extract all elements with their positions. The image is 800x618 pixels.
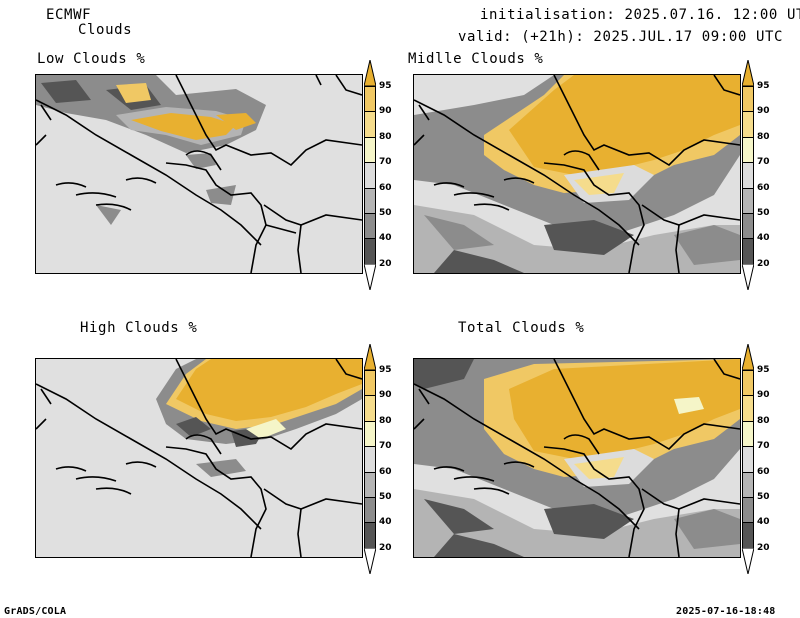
valid-time: valid: (+21h): 2025.JUL.17 09:00 UTC: [458, 29, 784, 45]
cloud-field-high: [156, 359, 362, 477]
colorbar-segment: [742, 162, 754, 188]
colorbar-segment: [364, 497, 376, 523]
colorbar-label: 60: [757, 466, 770, 477]
colorbar-segment: [742, 395, 754, 421]
colorbar-high: 20 40 50 60 70 80 90 95: [364, 344, 392, 574]
colorbar-label: 40: [757, 517, 770, 528]
coastline-borders-middle: [414, 75, 740, 273]
colorbar-label: 70: [757, 157, 770, 168]
coastline-borders-high: [36, 359, 362, 557]
colorbar-label: 80: [379, 415, 392, 426]
colorbar-segment: [742, 111, 754, 137]
colorbar-label: 80: [757, 415, 770, 426]
colorbar-segment: [364, 370, 376, 396]
colorbar-bottom-arrow: [742, 547, 754, 574]
colorbar-label: 20: [757, 542, 770, 553]
product-name: Clouds: [78, 22, 133, 38]
colorbar-label: 60: [379, 466, 392, 477]
colorbar-label: 50: [757, 492, 770, 502]
colorbar-label: 95: [379, 365, 392, 375]
colorbar-label: 95: [757, 81, 770, 91]
coastline-borders-low: [36, 75, 362, 273]
colorbar-label: 95: [757, 365, 770, 375]
colorbar-segment: [742, 370, 754, 396]
colorbar-segment: [364, 111, 376, 137]
colorbar-bottom-arrow: [742, 263, 754, 290]
colorbar-top-arrow: [364, 344, 376, 370]
colorbar-bottom-arrow: [364, 263, 376, 290]
colorbar-segment: [364, 420, 376, 447]
map-panel-total: [413, 358, 741, 558]
colorbar-segment: [364, 213, 376, 239]
colorbar-label: 50: [379, 492, 392, 502]
colorbar-label: 70: [757, 441, 770, 452]
colorbar-label: 95: [379, 81, 392, 91]
colorbar-segment: [742, 420, 754, 447]
colorbar-label: 50: [757, 208, 770, 218]
colorbar-top-arrow: [742, 344, 754, 370]
colorbar-label: 60: [379, 182, 392, 193]
colorbar-label: 70: [379, 441, 392, 452]
map-panel-high: [35, 358, 363, 558]
colorbar-label: 80: [379, 131, 392, 142]
colorbar-label: 90: [379, 106, 392, 117]
colorbar-label: 20: [379, 258, 392, 269]
colorbar-label: 50: [379, 208, 392, 218]
colorbar-segment: [742, 497, 754, 523]
colorbar-segment: [364, 86, 376, 112]
colorbar-segment: [364, 471, 376, 497]
colorbar-segment: [364, 395, 376, 421]
colorbar-segment: [742, 136, 754, 163]
cloud-field-middle: [414, 75, 740, 273]
colorbar-label: 60: [757, 182, 770, 193]
colorbar-total: 20 40 50 60 70 80 90 95: [742, 344, 770, 574]
colorbar-bottom-arrow: [364, 547, 376, 574]
colorbar-label: 20: [379, 542, 392, 553]
panel-title-total: Total Clouds %: [458, 320, 585, 336]
colorbar-segment: [364, 522, 376, 548]
coastline-borders-total: [414, 359, 740, 557]
colorbar-segment: [742, 238, 754, 264]
initialisation-time: initialisation: 2025.07.16. 12:00 UTC: [480, 7, 800, 23]
colorbar-segment: [364, 187, 376, 213]
colorbar-segment: [364, 136, 376, 163]
panel-title-low: Low Clouds %: [37, 51, 146, 67]
colorbar-segment: [742, 522, 754, 548]
colorbar-top-arrow: [364, 60, 376, 86]
colorbar-middle: 20 40 50 60 70 80 90 95: [742, 60, 770, 290]
colorbar-segment: [742, 86, 754, 112]
colorbar-low: 20 40 50 60 70 80 90 95: [364, 60, 392, 290]
colorbar-segment: [742, 471, 754, 497]
colorbar-segment: [364, 162, 376, 188]
colorbar-label: 90: [757, 390, 770, 401]
cloud-field-low: [36, 75, 266, 225]
panel-title-high: High Clouds %: [80, 320, 198, 336]
colorbar-segment: [742, 187, 754, 213]
cloud-field-total: [414, 359, 740, 557]
colorbar-segment: [742, 446, 754, 472]
footer-credit: GrADS/COLA: [4, 606, 67, 617]
map-panel-middle: [413, 74, 741, 274]
panel-title-middle: Midlle Clouds %: [408, 51, 544, 67]
colorbar-label: 90: [757, 106, 770, 117]
model-name: ECMWF: [46, 7, 92, 23]
footer-timestamp: 2025-07-16-18:48: [676, 606, 776, 617]
colorbar-label: 80: [757, 131, 770, 142]
colorbar-label: 90: [379, 390, 392, 401]
colorbar-label: 20: [757, 258, 770, 269]
colorbar-label: 40: [379, 517, 392, 528]
colorbar-segment: [364, 238, 376, 264]
colorbar-label: 70: [379, 157, 392, 168]
map-panel-low: [35, 74, 363, 274]
colorbar-label: 40: [757, 233, 770, 244]
colorbar-segment: [364, 446, 376, 472]
colorbar-segment: [742, 213, 754, 239]
colorbar-top-arrow: [742, 60, 754, 86]
colorbar-label: 40: [379, 233, 392, 244]
